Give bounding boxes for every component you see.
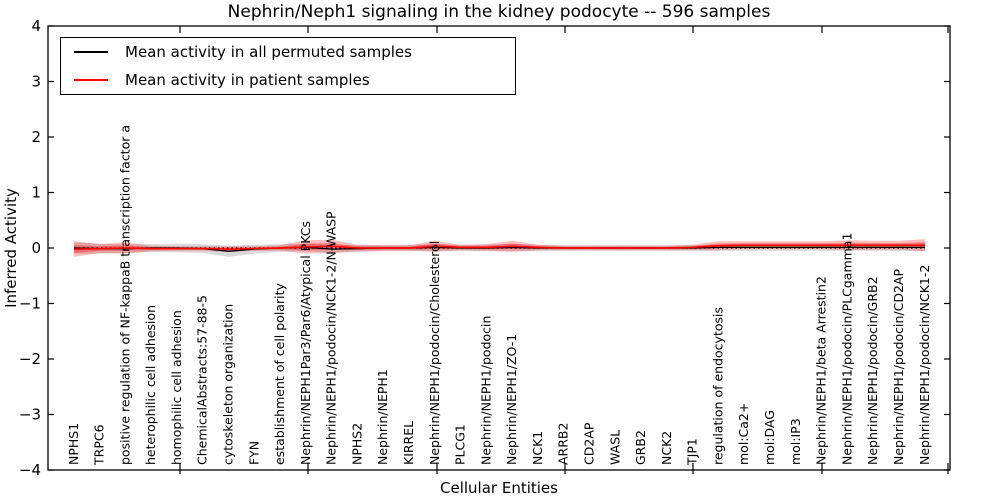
x-tick-label: FYN bbox=[246, 441, 261, 465]
legend-item-patient: Mean activity in patient samples bbox=[61, 66, 515, 94]
y-tick-label: 3 bbox=[31, 73, 41, 91]
x-tick-label: cytoskeleton organization bbox=[220, 304, 235, 465]
figure-title: Nephrin/Neph1 signaling in the kidney po… bbox=[227, 2, 771, 22]
legend-item-permuted: Mean activity in all permuted samples bbox=[61, 38, 515, 66]
y-tick-label: −4 bbox=[19, 461, 41, 479]
y-tick-label: 1 bbox=[31, 184, 41, 202]
permuted-mean-line bbox=[73, 246, 925, 252]
x-tick-label: TJP1 bbox=[685, 438, 700, 466]
x-tick-label: GRB2 bbox=[633, 430, 648, 465]
y-tick-label: −3 bbox=[19, 406, 41, 424]
legend-line-swatch-permuted bbox=[74, 51, 108, 53]
x-tick-label: NCK1 bbox=[530, 431, 545, 465]
x-tick-label: CD2AP bbox=[582, 422, 597, 465]
y-tick-label: −1 bbox=[19, 295, 41, 313]
x-tick-label: heterophilic cell adhesion bbox=[143, 305, 158, 465]
legend-line-swatch-patient bbox=[74, 79, 108, 81]
x-tick-label: Nephrin/NEPH1/podocin/NCK1-2/N-WASP bbox=[324, 211, 339, 465]
y-tick-label: −2 bbox=[19, 350, 41, 368]
x-tick-label: NCK2 bbox=[659, 431, 674, 465]
x-tick-label: ARRB2 bbox=[556, 423, 571, 465]
x-tick-label: WASL bbox=[607, 430, 622, 465]
legend-item-label: Mean activity in patient samples bbox=[125, 71, 370, 89]
y-tick-label: 4 bbox=[31, 17, 41, 35]
x-tick-label: Nephrin/NEPH1/podocin/CD2AP bbox=[891, 269, 906, 465]
x-tick-label: PLCG1 bbox=[453, 424, 468, 465]
x-tick-label: NPHS1 bbox=[66, 423, 81, 465]
x-tick-label: regulation of endocytosis bbox=[710, 307, 725, 465]
x-tick-label: homophilic cell adhesion bbox=[169, 310, 184, 465]
x-tick-label: Nephrin/NEPH1/podocin bbox=[478, 316, 493, 465]
patient-mean-line bbox=[73, 244, 925, 250]
x-tick-label: mol:IP3 bbox=[788, 418, 803, 465]
x-tick-label: Nephrin/NEPH1/podocin/PLCgamma1 bbox=[839, 233, 854, 465]
x-tick-label: ChemicalAbstracts:57-88-5 bbox=[195, 295, 210, 465]
x-tick-label: mol:DAG bbox=[762, 410, 777, 465]
y-tick-label: 2 bbox=[31, 128, 41, 146]
x-tick-label: Nephrin/NEPH1/podocin/Cholesterol bbox=[427, 241, 442, 465]
x-tick-label: Nephrin/NEPH1/ZO-1 bbox=[504, 334, 519, 465]
x-tick-label: Nephrin/NEPH1Par3/Par6/Atypical PKCs bbox=[298, 221, 313, 465]
x-tick-label: Nephrin/NEPH1/podocin/GRB2 bbox=[865, 276, 880, 465]
x-tick-label: establishment of cell polarity bbox=[272, 283, 287, 465]
x-tick-label: Nephrin/NEPH1 bbox=[375, 369, 390, 465]
x-tick-label: mol:Ca2+ bbox=[736, 403, 751, 465]
x-tick-label: Nephrin/NEPH1/podocin/NCK1-2 bbox=[917, 265, 932, 465]
x-tick-label: TRPC6 bbox=[92, 424, 107, 466]
legend: Mean activity in all permuted samples Me… bbox=[60, 37, 516, 95]
legend-item-label: Mean activity in all permuted samples bbox=[125, 43, 412, 61]
y-tick-label: 0 bbox=[31, 239, 41, 257]
x-axis-label: Cellular Entities bbox=[440, 479, 558, 497]
x-tick-label: Nephrin/NEPH1/beta Arrestin2 bbox=[814, 276, 829, 465]
x-tick-label: positive regulation of NF-kappaB transcr… bbox=[117, 125, 132, 465]
x-tick-label: KIRREL bbox=[401, 421, 416, 465]
x-tick-label: NPHS2 bbox=[349, 423, 364, 465]
